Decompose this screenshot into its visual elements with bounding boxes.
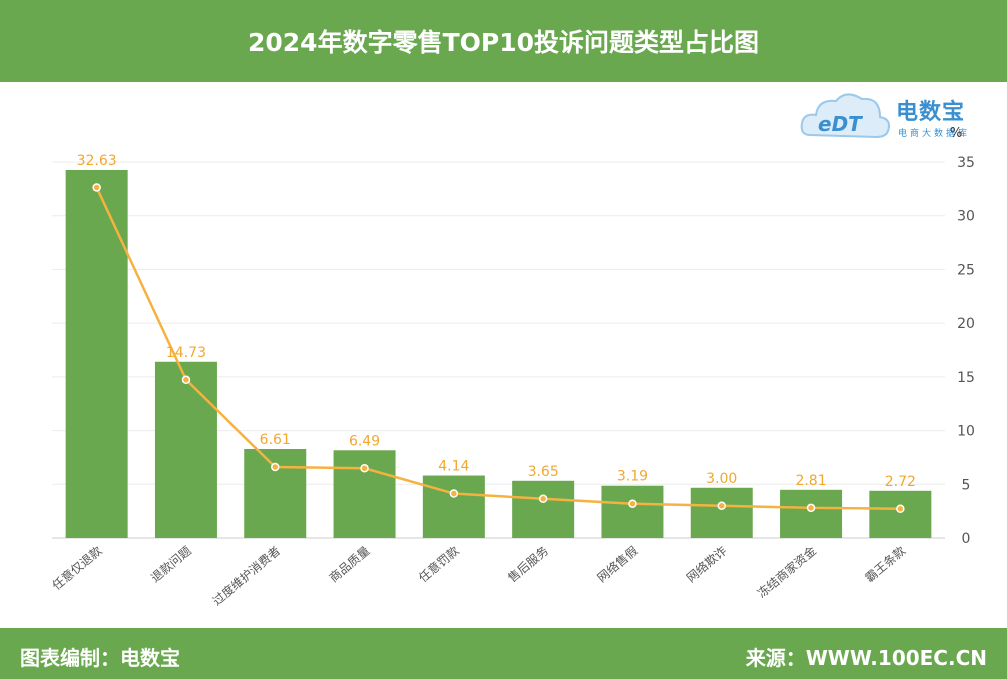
header-bar: 2024年数字零售TOP10投诉问题类型占比图: [0, 0, 1007, 82]
line-point: [717, 501, 726, 511]
y-tick-label: 15: [957, 370, 975, 386]
footer-bar: 图表编制：电数宝 来源：WWW.100EC.CN: [0, 628, 1007, 679]
bar: [333, 450, 396, 538]
x-tick-label: 霸王条款: [862, 544, 908, 586]
footer-credit: 图表编制：电数宝: [20, 646, 180, 670]
data-label: 6.61: [260, 432, 291, 448]
x-tick-label: 任意仅退款: [49, 543, 105, 593]
data-label: 2.81: [795, 473, 826, 489]
trend-line: [92, 183, 905, 514]
line-point: [538, 494, 548, 504]
data-label: 3.65: [528, 464, 559, 480]
line-point: [449, 489, 459, 498]
data-label: 3.19: [617, 469, 648, 485]
x-tick-label: 商品质量: [326, 543, 372, 585]
line-point: [628, 499, 637, 508]
x-tick-label: 冻结商家资金: [754, 543, 819, 601]
data-label: 6.49: [349, 433, 380, 449]
footer-source: 来源：WWW.100EC.CN: [745, 646, 987, 670]
bar: [780, 489, 843, 538]
data-label: 3.00: [706, 471, 737, 487]
x-tick-label: 过度维护消费者: [209, 543, 283, 608]
bar-line-chart: 32.63 14.73 6.61 6.49 4.14 3.65 3.19 3.00 2.81 2.…: [49, 126, 975, 608]
line-point: [896, 504, 905, 514]
line-point: [360, 464, 369, 473]
x-tick-label: 网络欺诈: [683, 543, 729, 585]
x-tick-label: 任意罚款: [415, 543, 461, 585]
cloud-logo-icon: [800, 93, 890, 139]
bars: [65, 170, 932, 538]
bar: [65, 170, 128, 538]
trend-line-path: [95, 186, 901, 511]
line-point: [92, 183, 101, 192]
data-label: 14.73: [166, 345, 206, 361]
x-tick-label: 售后服务: [505, 543, 551, 585]
y-tick-label: 0: [962, 531, 971, 547]
line-point: [181, 375, 191, 385]
data-label: 32.63: [77, 153, 117, 169]
y-tick-label: 35: [957, 155, 975, 171]
page-title: 2024年数字零售TOP10投诉问题类型占比图: [248, 28, 759, 57]
y-tick-label: 25: [957, 262, 975, 278]
bar: [512, 480, 575, 538]
bar: [154, 361, 217, 538]
bar: [244, 448, 307, 538]
y-tick-label: 5: [962, 477, 971, 493]
bar: [601, 485, 664, 538]
bar: [690, 487, 753, 538]
logo-name: 电数宝: [896, 100, 966, 125]
y-tick-label: 30: [957, 209, 975, 225]
x-tick-label: 退款问题: [148, 544, 194, 586]
bar: [422, 475, 485, 538]
logo-subtitle: 电商大数据库: [898, 129, 971, 139]
y-tick-label: 20: [957, 316, 975, 332]
data-label: 4.14: [438, 459, 469, 475]
data-labels: 32.63 14.73 6.61 6.49 4.14 3.65 3.19 3.00 2.81 2.…: [77, 153, 916, 490]
line-point: [271, 462, 280, 472]
y-axis-unit: %: [950, 126, 962, 141]
x-tick-label: 网络售假: [594, 543, 640, 585]
data-label: 2.72: [885, 474, 916, 490]
bar: [869, 490, 932, 538]
logo-mark: eDT: [818, 112, 862, 136]
line-point: [806, 503, 816, 513]
y-tick-label: 10: [957, 424, 975, 440]
